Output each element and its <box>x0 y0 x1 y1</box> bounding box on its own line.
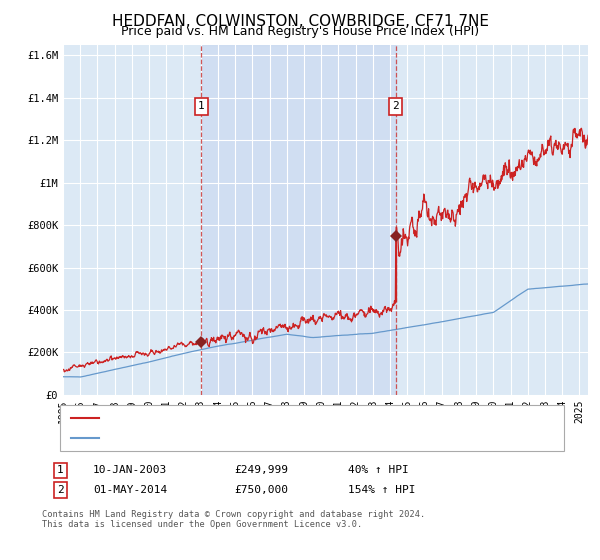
Text: 1: 1 <box>57 465 64 475</box>
Text: Contains HM Land Registry data © Crown copyright and database right 2024.
This d: Contains HM Land Registry data © Crown c… <box>42 510 425 529</box>
Text: HEDDFAN, COLWINSTON, COWBRIDGE, CF71 7NE (detached house): HEDDFAN, COLWINSTON, COWBRIDGE, CF71 7NE… <box>103 413 460 423</box>
Text: 10-JAN-2003: 10-JAN-2003 <box>93 465 167 475</box>
Bar <box>201 45 396 395</box>
Text: 40% ↑ HPI: 40% ↑ HPI <box>348 465 409 475</box>
Text: £249,999: £249,999 <box>234 465 288 475</box>
Text: HEDDFAN, COLWINSTON, COWBRIDGE, CF71 7NE: HEDDFAN, COLWINSTON, COWBRIDGE, CF71 7NE <box>112 14 488 29</box>
Text: 2: 2 <box>57 485 64 495</box>
Text: HPI: Average price, detached house, Vale of Glamorgan: HPI: Average price, detached house, Vale… <box>103 433 434 443</box>
Text: 2: 2 <box>392 101 399 111</box>
Text: Price paid vs. HM Land Registry's House Price Index (HPI): Price paid vs. HM Land Registry's House … <box>121 25 479 38</box>
Text: 1: 1 <box>198 101 205 111</box>
Text: 154% ↑ HPI: 154% ↑ HPI <box>348 485 415 495</box>
Text: £750,000: £750,000 <box>234 485 288 495</box>
Text: 01-MAY-2014: 01-MAY-2014 <box>93 485 167 495</box>
